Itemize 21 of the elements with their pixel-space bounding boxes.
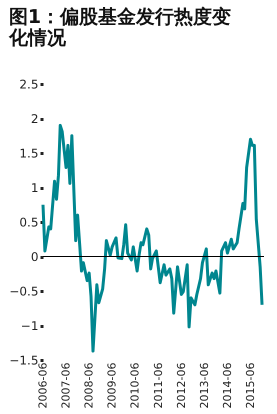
x-tick-label: 2013-06: [198, 362, 211, 408]
x-tick-label: 2010-06: [128, 362, 142, 408]
x-tick-label: 2011-06: [152, 362, 165, 408]
x-tick-label: 2006-06: [36, 362, 50, 408]
y-tick-label: 1.5: [19, 146, 38, 160]
y-tick-label: 0: [30, 250, 38, 264]
y-tick-label: 1: [30, 181, 38, 195]
y-tick-label: −1: [20, 319, 38, 333]
y-tick-label: 0.5: [19, 216, 38, 230]
x-tick-label: 2015-06: [244, 362, 257, 408]
chart-title: 图1：偏股基金发行热度变化情况: [8, 6, 232, 49]
line-series: [42, 124, 264, 353]
x-tick-label: 2014-06: [220, 362, 234, 408]
x-tick-label: 2012-06: [174, 362, 188, 408]
y-tick-label: 2.5: [19, 78, 38, 92]
x-tick-label: 2007-06: [60, 362, 73, 408]
y-tick-label: −0.5: [9, 284, 38, 298]
x-tick-label: 2008-06: [82, 362, 96, 408]
y-tick-label: −1.5: [9, 354, 38, 368]
y-tick-label: 2: [30, 112, 38, 126]
x-tick-label: 2009-06: [106, 362, 119, 408]
